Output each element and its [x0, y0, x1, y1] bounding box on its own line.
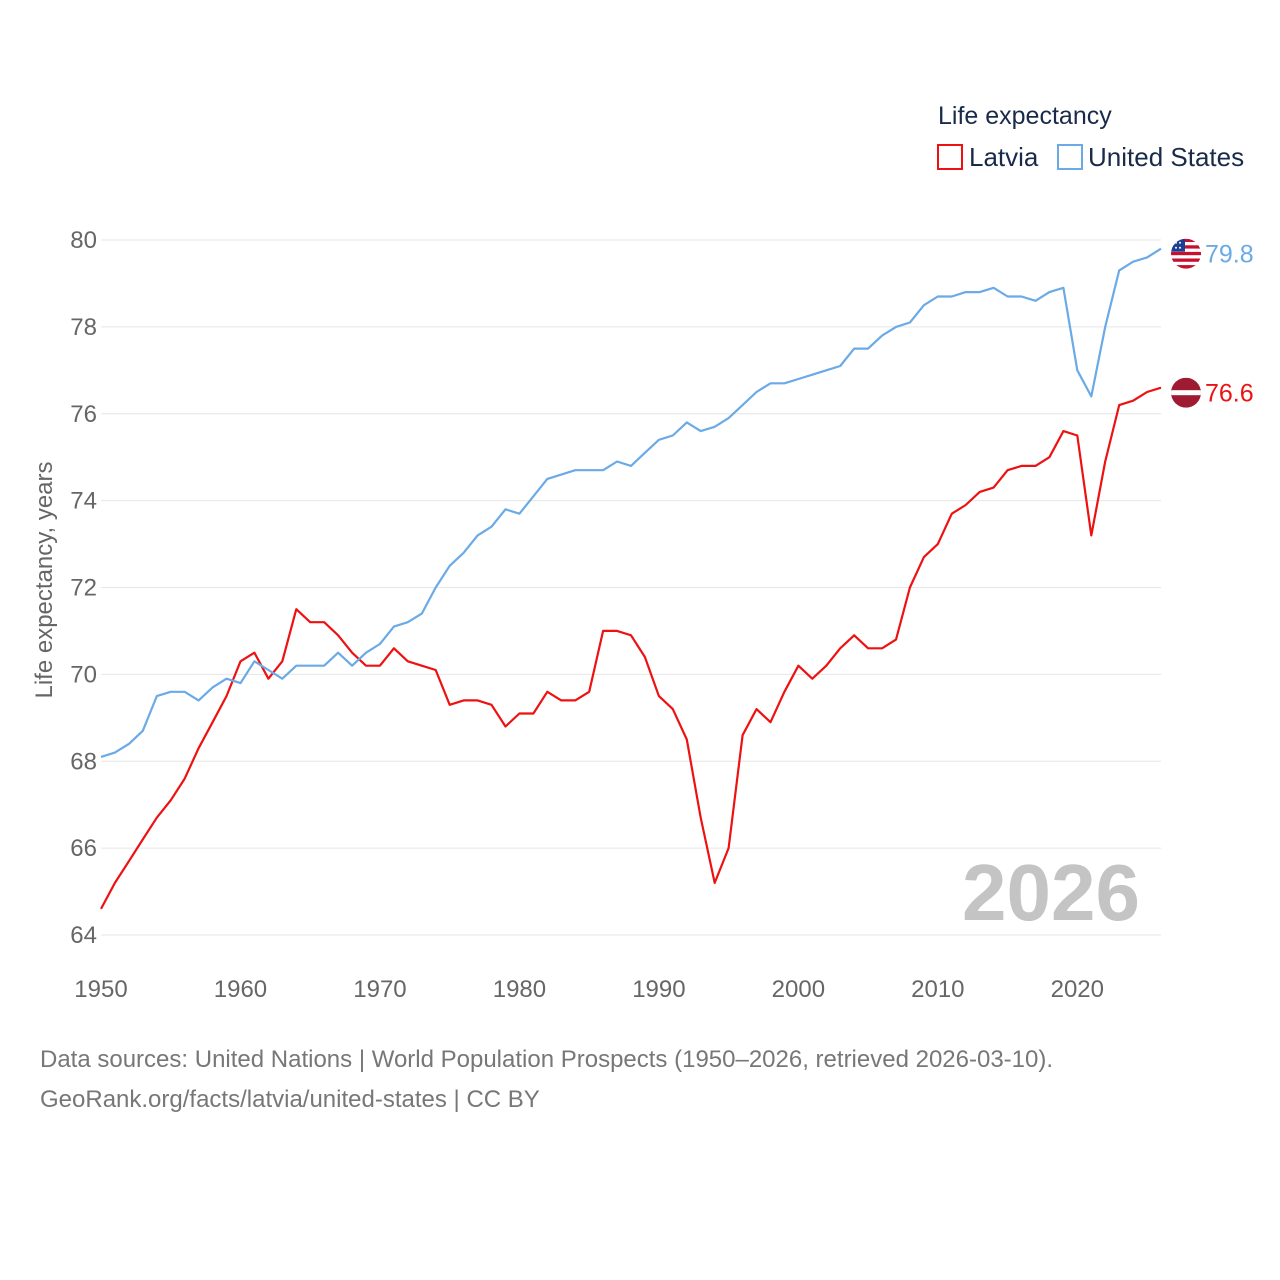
y-tick-label: 72: [70, 575, 97, 602]
legend-swatch-latvia: [937, 144, 963, 170]
legend-swatch-united-states: [1057, 144, 1083, 170]
series-lines: [100, 247, 1162, 910]
data-sources-text: Data sources: United Nations | World Pop…: [40, 1046, 1054, 1073]
legend-title: Life expectancy: [938, 102, 1112, 130]
x-tick-label: 1950: [74, 976, 127, 1003]
y-tick-label: 64: [70, 922, 97, 949]
legend-item-latvia[interactable]: Latvia: [937, 142, 1039, 172]
y-tick-label: 80: [70, 227, 97, 254]
y-tick-label: 74: [70, 488, 97, 515]
x-tick-label: 2010: [911, 976, 964, 1003]
series-line-united-states: [100, 247, 1162, 758]
legend-item-united-states[interactable]: United States: [1057, 142, 1244, 172]
attribution-link[interactable]: GeoRank.org/facts/latvia/united-states |…: [40, 1086, 540, 1113]
gridlines: [101, 239, 1161, 936]
x-tick-label: 2000: [772, 976, 825, 1003]
y-tick-label: 78: [70, 314, 97, 341]
end-value-united-states: 79.8: [1205, 241, 1254, 269]
y-axis-label: Life expectancy, years: [31, 461, 58, 698]
x-axis-ticks: 1950 1960 1970 1980 1990 2000 2010 2020: [74, 976, 1104, 1003]
legend-label-latvia: Latvia: [969, 142, 1039, 172]
y-tick-label: 66: [70, 835, 97, 862]
x-tick-label: 2020: [1051, 976, 1104, 1003]
x-tick-label: 1960: [214, 976, 267, 1003]
footer: Data sources: United Nations | World Pop…: [40, 1040, 1053, 1120]
y-tick-label: 68: [70, 748, 97, 775]
legend: Life expectancy Latvia United States: [937, 102, 1244, 172]
end-value-latvia: 76.6: [1205, 380, 1254, 408]
y-axis-ticks: 64 66 68 70 72 74 76 78 80: [70, 227, 97, 949]
latvia-flag-icon: [1171, 377, 1201, 408]
x-tick-label: 1990: [632, 976, 685, 1003]
series-line-latvia: [100, 386, 1162, 910]
current-year-watermark: 2026: [962, 848, 1140, 937]
y-tick-label: 76: [70, 401, 97, 428]
legend-label-united-states: United States: [1088, 142, 1244, 172]
x-tick-label: 1980: [493, 976, 546, 1003]
x-tick-label: 1970: [353, 976, 406, 1003]
us-flag-icon: [1171, 238, 1201, 269]
y-tick-label: 70: [70, 661, 97, 688]
